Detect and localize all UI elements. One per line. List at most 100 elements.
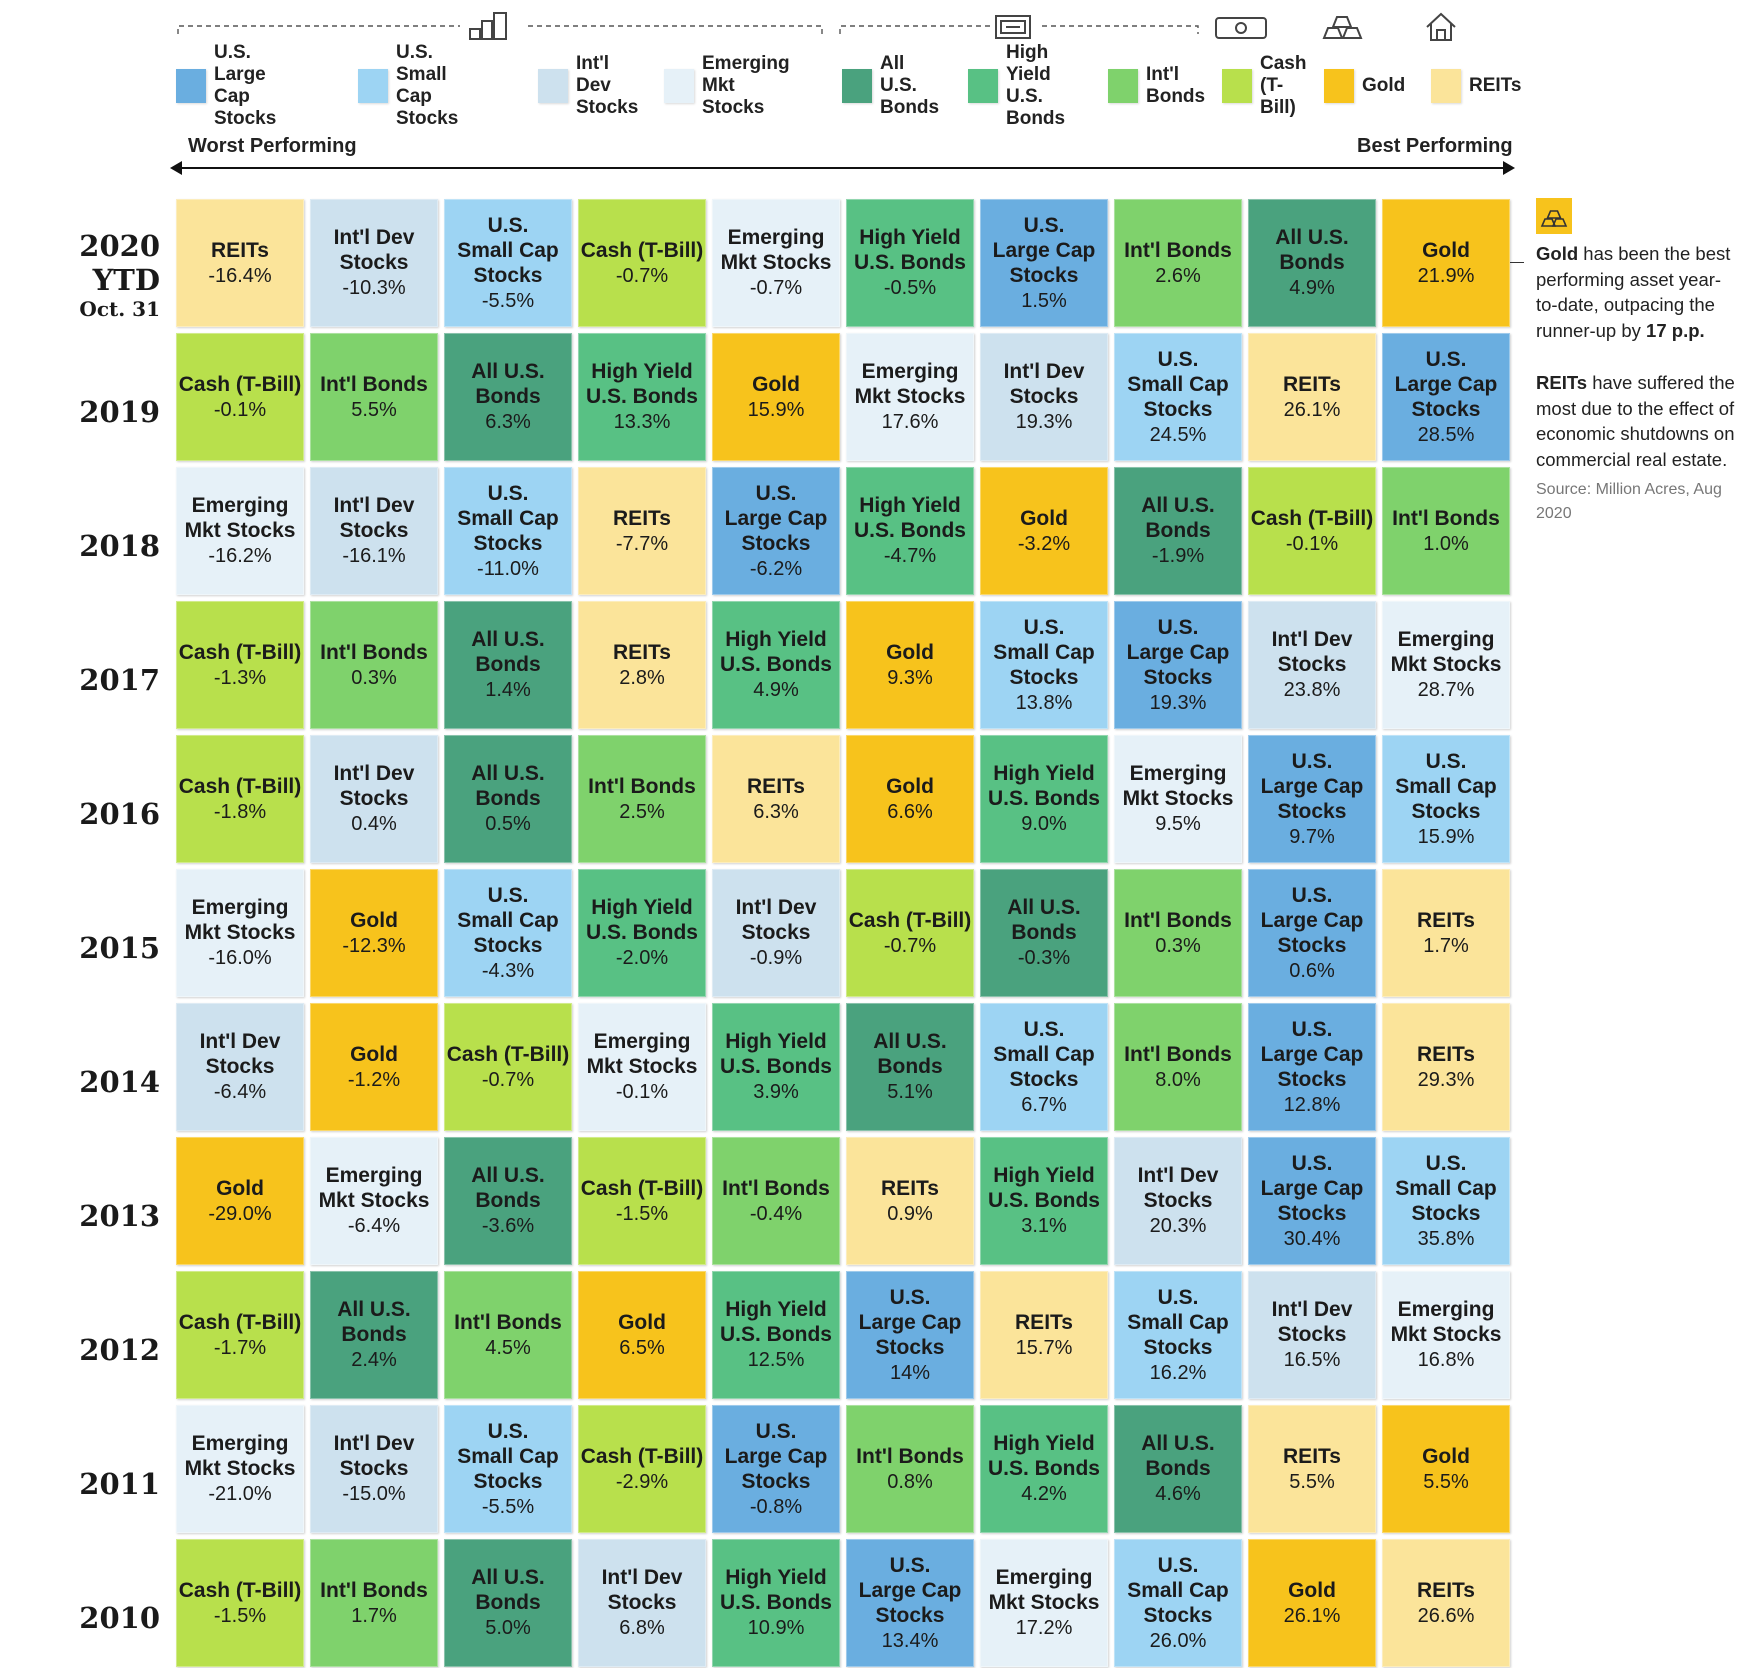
cell-asset-name: U.S. Large Cap Stocks bbox=[1260, 1017, 1364, 1091]
cell-cash: Cash (T-Bill) -1.3% bbox=[176, 601, 304, 729]
cell-return-value: 0.9% bbox=[887, 1202, 933, 1225]
cell-return-value: 13.8% bbox=[1015, 691, 1073, 714]
cell-asset-name: U.S. Small Cap Stocks bbox=[457, 1419, 559, 1493]
cell-asset-name: Cash (T-Bill) bbox=[178, 372, 302, 396]
gold-bars-icon bbox=[1322, 16, 1363, 39]
cell-return-value: -6.4% bbox=[347, 1215, 401, 1237]
cell-return-value: 8.0% bbox=[1155, 1068, 1201, 1091]
cell-hy: High Yield U.S. Bonds 3.9% bbox=[712, 1003, 840, 1131]
cell-return-value: -0.8% bbox=[749, 1495, 803, 1518]
cell-asset-name: Int'l Dev Stocks bbox=[1137, 1164, 1219, 1212]
cell-cash: Cash (T-Bill) -0.7% bbox=[846, 869, 974, 997]
cell-return-value: 21.9% bbox=[1417, 264, 1475, 287]
cell-ussmall: U.S. Small Cap Stocks -11.0% bbox=[444, 467, 572, 595]
reits-note-text: have suffered the most due to the effect… bbox=[1536, 372, 1735, 470]
cell-cash: Cash (T-Bill) -0.7% bbox=[444, 1003, 572, 1131]
legend-item-reits: REITs bbox=[1431, 60, 1521, 112]
cell-return-value: 28.7% bbox=[1417, 679, 1475, 701]
year-subtitle: Oct. 31 bbox=[79, 297, 160, 321]
cell-return-value: -0.5% bbox=[883, 277, 937, 299]
cell-return-value: 1.4% bbox=[485, 679, 531, 701]
gold-bars-icon bbox=[1540, 210, 1568, 227]
cell-asset-name: REITs bbox=[613, 640, 671, 664]
cell-return-value: 5.5% bbox=[1423, 1470, 1469, 1493]
cell-asset-name: REITs bbox=[1417, 1578, 1475, 1602]
cell-em: Emerging Mkt Stocks 17.2% bbox=[980, 1539, 1108, 1667]
cell-ussmall: U.S. Small Cap Stocks -4.3% bbox=[444, 869, 572, 997]
cell-return-value: 5.5% bbox=[351, 398, 397, 421]
cell-hy: High Yield U.S. Bonds 13.3% bbox=[578, 333, 706, 461]
cell-reits: REITs 6.3% bbox=[712, 735, 840, 863]
arrow-left-head bbox=[170, 161, 182, 175]
year-text: 2013 bbox=[79, 1199, 160, 1233]
year-label: 2018 bbox=[10, 529, 160, 563]
cell-allbonds: All U.S. Bonds 4.6% bbox=[1114, 1405, 1242, 1533]
cell-asset-name: U.S. Large Cap Stocks bbox=[992, 213, 1096, 287]
cell-reits: REITs 1.7% bbox=[1382, 869, 1510, 997]
cell-intlbonds: Int'l Bonds 4.5% bbox=[444, 1271, 572, 1399]
cell-ussmall: U.S. Small Cap Stocks -5.5% bbox=[444, 1405, 572, 1533]
cell-asset-name: All U.S. Bonds bbox=[873, 1030, 947, 1078]
cell-em: Emerging Mkt Stocks 28.7% bbox=[1382, 601, 1510, 729]
cell-reits: REITs -7.7% bbox=[578, 467, 706, 595]
cell-return-value: -29.0% bbox=[208, 1202, 272, 1225]
cell-return-value: -0.1% bbox=[615, 1081, 669, 1103]
cell-cash: Cash (T-Bill) -0.7% bbox=[578, 199, 706, 327]
cell-return-value: 13.4% bbox=[881, 1629, 939, 1652]
cell-asset-name: Int'l Bonds bbox=[1392, 506, 1500, 530]
cell-asset-name: All U.S. Bonds bbox=[471, 360, 545, 408]
cell-ussmall: U.S. Small Cap Stocks 16.2% bbox=[1114, 1271, 1242, 1399]
cell-asset-name: Int'l Dev Stocks bbox=[199, 1030, 281, 1078]
cell-return-value: -1.5% bbox=[615, 1202, 669, 1225]
cell-cash: Cash (T-Bill) -1.5% bbox=[578, 1137, 706, 1265]
cell-asset-name: Emerging Mkt Stocks bbox=[1390, 1298, 1502, 1346]
legend-swatch-allbonds bbox=[842, 69, 872, 103]
cell-return-value: 2.4% bbox=[351, 1349, 397, 1371]
cell-asset-name: Int'l Bonds bbox=[588, 774, 696, 798]
cell-allbonds: All U.S. Bonds 5.0% bbox=[444, 1539, 572, 1667]
cell-asset-name: Int'l Dev Stocks bbox=[1003, 360, 1085, 408]
cell-uslarge: U.S. Large Cap Stocks -6.2% bbox=[712, 467, 840, 595]
cell-return-value: -7.7% bbox=[615, 532, 669, 555]
source-note: Source: Million Acres, Aug 2020 bbox=[1536, 481, 1722, 522]
cell-return-value: 26.0% bbox=[1149, 1629, 1207, 1652]
cell-return-value: 4.2% bbox=[1021, 1483, 1067, 1505]
cell-asset-name: Int'l Bonds bbox=[1124, 908, 1232, 932]
cell-em: Emerging Mkt Stocks -21.0% bbox=[176, 1405, 304, 1533]
year-label: 2016 bbox=[10, 797, 160, 831]
cell-uslarge: U.S. Large Cap Stocks 9.7% bbox=[1248, 735, 1376, 863]
cell-hy: High Yield U.S. Bonds 4.2% bbox=[980, 1405, 1108, 1533]
cell-allbonds: All U.S. Bonds 0.5% bbox=[444, 735, 572, 863]
cell-reits: REITs 15.7% bbox=[980, 1271, 1108, 1399]
cell-asset-name: Cash (T-Bill) bbox=[1250, 506, 1374, 530]
cell-return-value: 10.9% bbox=[747, 1617, 805, 1639]
cell-asset-name: Int'l Bonds bbox=[454, 1310, 562, 1334]
cell-gold: Gold -12.3% bbox=[310, 869, 438, 997]
cell-return-value: 12.8% bbox=[1283, 1093, 1341, 1116]
cell-asset-name: High Yield U.S. Bonds bbox=[585, 360, 698, 408]
cell-asset-name: U.S. Small Cap Stocks bbox=[457, 481, 559, 555]
legend-swatch-ussmall bbox=[358, 69, 388, 103]
cell-intldev: Int'l Dev Stocks -15.0% bbox=[310, 1405, 438, 1533]
cell-asset-name: Gold bbox=[752, 372, 800, 396]
cell-hy: High Yield U.S. Bonds 3.1% bbox=[980, 1137, 1108, 1265]
note-connector bbox=[1510, 262, 1524, 263]
cell-asset-name: High Yield U.S. Bonds bbox=[987, 1432, 1100, 1480]
cell-return-value: -6.2% bbox=[749, 557, 803, 580]
legend-label: High Yield U.S. Bonds bbox=[1006, 42, 1066, 129]
cell-reits: REITs 29.3% bbox=[1382, 1003, 1510, 1131]
gold-note: Gold has been the best performing asset … bbox=[1536, 241, 1741, 343]
cell-asset-name: Int'l Bonds bbox=[320, 640, 428, 664]
cell-return-value: 14% bbox=[889, 1361, 931, 1384]
cell-asset-name: U.S. Large Cap Stocks bbox=[1394, 347, 1498, 421]
cell-asset-name: Emerging Mkt Stocks bbox=[184, 896, 296, 944]
cell-asset-name: Emerging Mkt Stocks bbox=[184, 494, 296, 542]
cell-asset-name: Int'l Bonds bbox=[320, 372, 428, 396]
legend-swatch-em bbox=[664, 69, 694, 103]
cell-asset-name: Gold bbox=[618, 1310, 666, 1334]
cell-ussmall: U.S. Small Cap Stocks 13.8% bbox=[980, 601, 1108, 729]
cell-asset-name: Cash (T-Bill) bbox=[178, 1578, 302, 1602]
cell-return-value: 1.7% bbox=[351, 1604, 397, 1627]
cell-return-value: -1.8% bbox=[213, 800, 267, 823]
cell-return-value: -0.1% bbox=[213, 398, 267, 421]
